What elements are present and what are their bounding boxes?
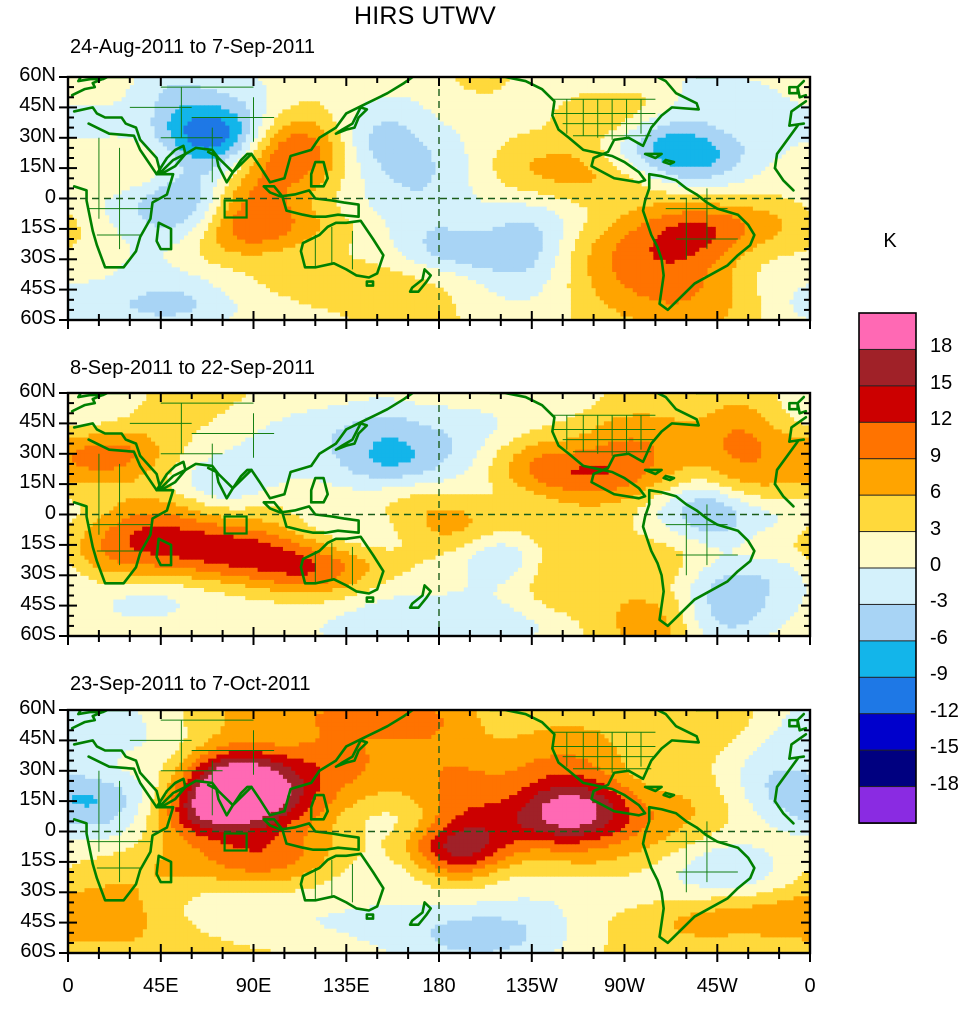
lat-tick-label: 60S <box>0 940 56 963</box>
lat-tick-label: 15N <box>0 155 56 178</box>
colorbar-band <box>858 348 917 387</box>
colorbar-band <box>858 640 917 679</box>
lat-tick-label: 45N <box>0 410 56 433</box>
lat-tick-label: 15S <box>0 532 56 555</box>
lat-tick-label: 45N <box>0 727 56 750</box>
colorbar-tick-label: 0 <box>930 554 941 577</box>
lat-tick-label: 30N <box>0 125 56 148</box>
page-title: HIRS UTWV <box>0 2 850 31</box>
colorbar-band <box>858 676 917 715</box>
lat-tick-label: 0 <box>0 502 56 525</box>
lon-tick-label: 180 <box>394 975 484 998</box>
colorbar-tick-label: 15 <box>930 372 952 395</box>
lat-tick-label: 45S <box>0 277 56 300</box>
lat-tick-label: 15S <box>0 216 56 239</box>
colorbar-band <box>858 786 917 824</box>
lon-tick-label: 135E <box>301 975 391 998</box>
colorbar-tick-label: -18 <box>930 773 959 796</box>
colorbar-tick-label: -9 <box>930 663 948 686</box>
colorbar-band <box>858 385 917 424</box>
lat-tick-label: 30S <box>0 562 56 585</box>
colorbar-tick-label: -15 <box>930 736 959 759</box>
colorbar-tick-label: 3 <box>930 518 941 541</box>
panel-3-title: 23-Sep-2011 to 7-Oct-2011 <box>70 673 311 696</box>
lat-tick-label: 15N <box>0 471 56 494</box>
colorbar-band <box>858 312 917 351</box>
lon-tick-label: 90E <box>209 975 299 998</box>
panel-1 <box>68 77 810 320</box>
colorbar-band <box>858 421 917 460</box>
lat-tick-label: 60N <box>0 380 56 403</box>
colorbar-tick-label: -12 <box>930 700 959 723</box>
lat-tick-label: 45N <box>0 94 56 117</box>
lat-tick-label: 60S <box>0 307 56 330</box>
colorbar-tick-label: 9 <box>930 445 941 468</box>
lat-tick-label: 15S <box>0 849 56 872</box>
panel-2 <box>68 393 810 636</box>
colorbar-tick-label: 6 <box>930 481 941 504</box>
colorbar-tick-label: 18 <box>930 335 952 358</box>
lat-tick-label: 45S <box>0 593 56 616</box>
lon-tick-label: 45W <box>672 975 762 998</box>
lon-tick-label: 0 <box>23 975 113 998</box>
lat-tick-label: 60N <box>0 697 56 720</box>
lat-tick-label: 30N <box>0 441 56 464</box>
colorbar-band <box>858 531 917 569</box>
lat-tick-label: 60N <box>0 64 56 87</box>
lat-tick-label: 30S <box>0 879 56 902</box>
lat-tick-label: 30S <box>0 246 56 269</box>
lat-tick-label: 15N <box>0 788 56 811</box>
lon-tick-label: 45E <box>116 975 206 998</box>
colorbar-svg <box>858 312 917 824</box>
lat-tick-label: 60S <box>0 623 56 646</box>
colorbar-band <box>858 603 917 642</box>
colorbar-tick-label: -6 <box>930 627 948 650</box>
colorbar-tick-label: 12 <box>930 408 952 431</box>
lat-tick-label: 30N <box>0 758 56 781</box>
lat-tick-label: 0 <box>0 186 56 209</box>
lon-tick-label: 0 <box>765 975 855 998</box>
lon-tick-label: 135W <box>487 975 577 998</box>
lat-tick-label: 0 <box>0 819 56 842</box>
colorbar-band <box>858 713 917 752</box>
lat-tick-label: 45S <box>0 910 56 933</box>
panel-3 <box>68 710 810 953</box>
panel-1-title: 24-Aug-2011 to 7-Sep-2011 <box>70 36 315 59</box>
colorbar-band <box>858 749 917 788</box>
colorbar-tick-label: -3 <box>930 590 948 613</box>
colorbar-band <box>858 458 917 497</box>
panel-2-title: 8-Sep-2011 to 22-Sep-2011 <box>70 357 315 380</box>
colorbar-band <box>858 567 917 606</box>
colorbar-band <box>858 494 917 533</box>
colorbar-unit-label: K <box>860 230 920 253</box>
lon-tick-label: 90W <box>580 975 670 998</box>
